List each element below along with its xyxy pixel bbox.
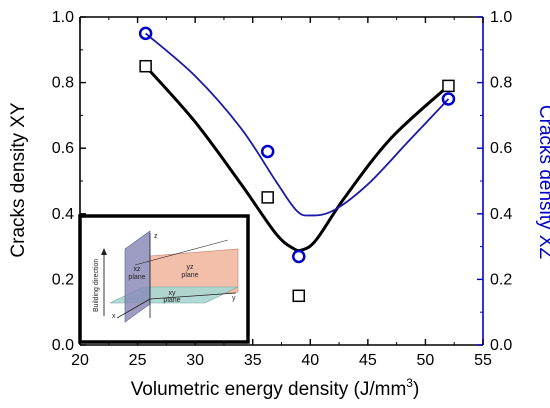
x-tick-label: 50 — [417, 352, 435, 369]
yz-plane-label-2: plane — [181, 272, 198, 279]
xy-data-point — [261, 191, 274, 204]
y-right-tick-label: 0.2 — [490, 271, 512, 288]
building-direction-label: Building direction — [93, 259, 100, 312]
xy-data-point — [292, 289, 306, 303]
inset-y-letter: y — [232, 295, 236, 302]
xz-data-point — [260, 144, 275, 159]
xz-plane-label-1: xz — [134, 266, 142, 273]
y-right-tick-label: 0.8 — [490, 75, 512, 92]
xz-data-point — [292, 249, 306, 264]
arrow-head-icon — [101, 248, 107, 255]
x-tick-label: 45 — [359, 352, 377, 369]
inset-diag-line — [134, 239, 229, 266]
y-left-tick-label: 0.0 — [52, 337, 74, 354]
y-left-tick-label: 0.2 — [52, 271, 74, 288]
inset-figure: Building direction xz plane yz plane xy … — [78, 214, 250, 344]
inset-x-axis — [116, 298, 151, 319]
x-tick-label: 30 — [186, 352, 204, 369]
y-right-tick-label: 1.0 — [490, 9, 512, 26]
y-left-tick-label: 0.4 — [52, 206, 74, 223]
inset-z-letter: z — [154, 233, 158, 240]
xy-plane-label-2: plane — [163, 297, 180, 304]
y-left-tick-label: 0.6 — [52, 140, 74, 157]
y-axis-right-title: Cracks density XZ — [535, 105, 550, 260]
axes: 20 25 30 35 40 45 50 550.00.20.40.60.81.00.00.2… — [52, 9, 513, 369]
xz-plane-label-2: plane — [128, 274, 145, 281]
y-right-tick-label: 0.6 — [490, 140, 512, 157]
xz-data-point — [441, 92, 456, 106]
x-tick-label: 55 — [474, 352, 492, 369]
y-left-tick-label: 0.8 — [52, 75, 74, 92]
inset-x-letter: x — [112, 313, 116, 320]
xz-fit-curve — [145, 32, 450, 217]
y-axis-left-title: Cracks density XY — [8, 102, 29, 258]
y-left-tick-label: 1.0 — [52, 9, 74, 26]
xy-data-point — [442, 79, 455, 93]
y-right-tick-label: 0.4 — [490, 206, 512, 223]
xy-plane-label-1: xy — [169, 290, 177, 297]
xy-data-point — [139, 59, 152, 73]
data-markers — [138, 26, 456, 303]
inset-y-axis — [149, 292, 237, 300]
x-tick-label: 25 — [129, 352, 147, 369]
x-tick-label: 20 — [71, 352, 89, 369]
y-right-tick-label: 0.0 — [490, 337, 512, 354]
x-tick-label: 40 — [301, 352, 319, 369]
yz-plane-label-1: yz — [187, 264, 195, 271]
x-axis-title: Volumetric energy density (J/mm3) — [131, 376, 420, 400]
xz-data-point — [138, 26, 153, 41]
x-tick-label: 35 — [244, 352, 262, 369]
